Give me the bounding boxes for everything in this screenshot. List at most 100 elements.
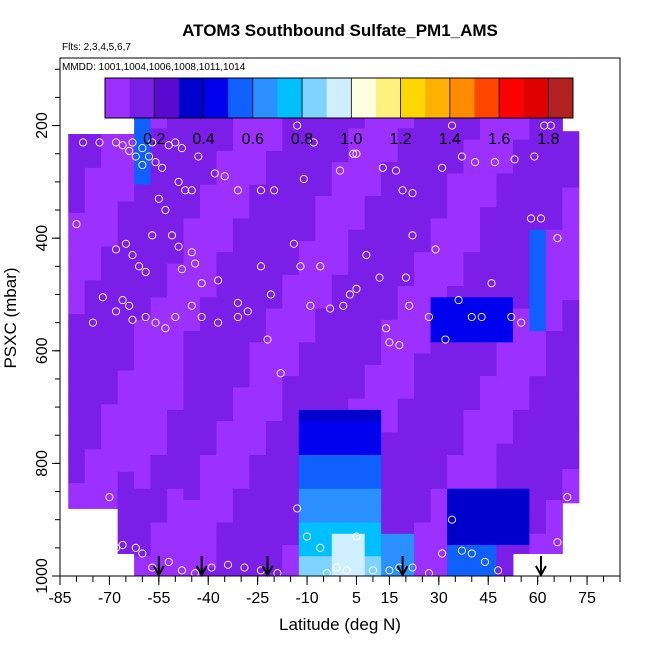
heatmap-cell <box>512 173 530 186</box>
heatmap-cell <box>348 409 366 422</box>
heatmap-cell <box>200 353 217 366</box>
colorbar-segment <box>228 78 254 118</box>
sample-point <box>471 158 480 167</box>
heatmap-cell <box>512 229 530 242</box>
heatmap-cell <box>430 488 448 501</box>
heatmap-cell <box>249 376 267 388</box>
heatmap-cell <box>282 128 300 141</box>
heatmap-cell <box>562 435 580 447</box>
heatmap-cell <box>364 533 382 546</box>
sample-point <box>517 318 526 327</box>
heatmap-cell <box>348 499 366 512</box>
heatmap-cell <box>68 302 86 315</box>
heatmap-cell <box>84 370 102 383</box>
sample-point <box>375 273 384 282</box>
heatmap-cell <box>496 319 514 332</box>
heatmap-cell <box>397 454 415 467</box>
heatmap-cell <box>150 297 168 310</box>
heatmap-cell <box>150 263 168 276</box>
heatmap-cell <box>562 356 580 369</box>
sample-point <box>111 543 121 552</box>
heatmap-cell <box>150 432 168 445</box>
heatmap-cell <box>463 398 481 411</box>
heatmap-cell <box>397 139 415 152</box>
heatmap-cell <box>397 398 415 411</box>
heatmap-cell <box>496 162 514 174</box>
heatmap-cell <box>480 207 497 219</box>
heatmap-cell <box>545 195 563 208</box>
sample-point <box>151 318 160 327</box>
heatmap-cell <box>529 195 547 208</box>
heatmap-cell <box>167 263 185 276</box>
heatmap-cell <box>463 252 481 265</box>
heatmap-cell <box>167 218 185 231</box>
heatmap-cell <box>282 443 300 456</box>
heatmap-cell <box>430 297 448 310</box>
heatmap-cell <box>430 331 448 343</box>
heatmap-cell <box>200 240 217 253</box>
heatmap-cell <box>167 117 185 129</box>
heatmap-cell <box>150 443 168 456</box>
heatmap-cell <box>232 511 250 524</box>
y-tick-label: 600 <box>34 337 51 364</box>
heatmap-cell <box>496 398 514 411</box>
heatmap-cell <box>298 331 316 343</box>
heatmap-cell <box>496 353 514 366</box>
heatmap-cell <box>101 460 119 473</box>
heatmap-cell <box>397 308 415 321</box>
heatmap-cell <box>315 308 333 321</box>
heatmap-cell <box>562 288 580 301</box>
heatmap-cell <box>265 207 283 219</box>
heatmap-cell <box>117 145 135 158</box>
sample-point <box>207 563 216 572</box>
x-tick-label: 75 <box>578 590 596 607</box>
heatmap-cell <box>134 297 152 310</box>
sample-point <box>187 248 196 257</box>
heatmap-cell <box>463 207 481 219</box>
sample-point <box>158 163 167 172</box>
heatmap-cell <box>447 319 465 332</box>
heatmap-cell <box>529 454 547 467</box>
heatmap-cell <box>348 173 366 186</box>
sample-point <box>187 301 196 310</box>
heatmap-cell <box>216 409 234 422</box>
heatmap-cell <box>183 263 201 276</box>
heatmap-cell <box>68 224 86 236</box>
heatmap-cell <box>282 308 300 321</box>
heatmap-cell <box>232 207 250 219</box>
heatmap-cell <box>463 477 481 490</box>
heatmap-cell <box>134 218 152 231</box>
chart-subtitle-flights: Flts: 2,3,4,5,6,7 <box>62 42 131 53</box>
heatmap-cell <box>397 162 415 174</box>
heatmap-cell <box>381 252 399 265</box>
heatmap-cell <box>134 567 152 577</box>
heatmap-cell <box>430 533 448 546</box>
sample-point <box>507 312 516 322</box>
heatmap-cell <box>529 184 547 197</box>
heatmap-cell <box>183 432 201 445</box>
chart-subtitle-dates: MMDD: 1001,1004,1006,1008,1011,1014 <box>62 62 246 73</box>
heatmap-cell <box>282 274 300 287</box>
heatmap-cell <box>150 477 168 490</box>
heatmap-cell <box>68 201 86 214</box>
heatmap-cell <box>348 454 366 467</box>
heatmap-cell <box>117 528 135 540</box>
heatmap-cell <box>282 409 300 422</box>
heatmap-cell <box>414 364 432 377</box>
heatmap-cell <box>101 393 119 405</box>
heatmap-cell <box>315 511 333 524</box>
heatmap-cell <box>529 398 547 411</box>
heatmap-cell <box>463 240 481 253</box>
heatmap-cell <box>265 274 283 287</box>
heatmap-cell <box>216 184 234 197</box>
heatmap-cell <box>315 477 333 490</box>
heatmap-cell <box>512 353 530 366</box>
heatmap-cell <box>348 128 366 141</box>
heatmap-cell <box>496 499 514 512</box>
heatmap-cell <box>200 184 217 197</box>
sample-point <box>214 276 223 285</box>
heatmap-cell <box>381 184 399 197</box>
heatmap-cell <box>512 421 530 433</box>
sample-point <box>424 312 433 322</box>
heatmap-cell <box>216 319 234 332</box>
